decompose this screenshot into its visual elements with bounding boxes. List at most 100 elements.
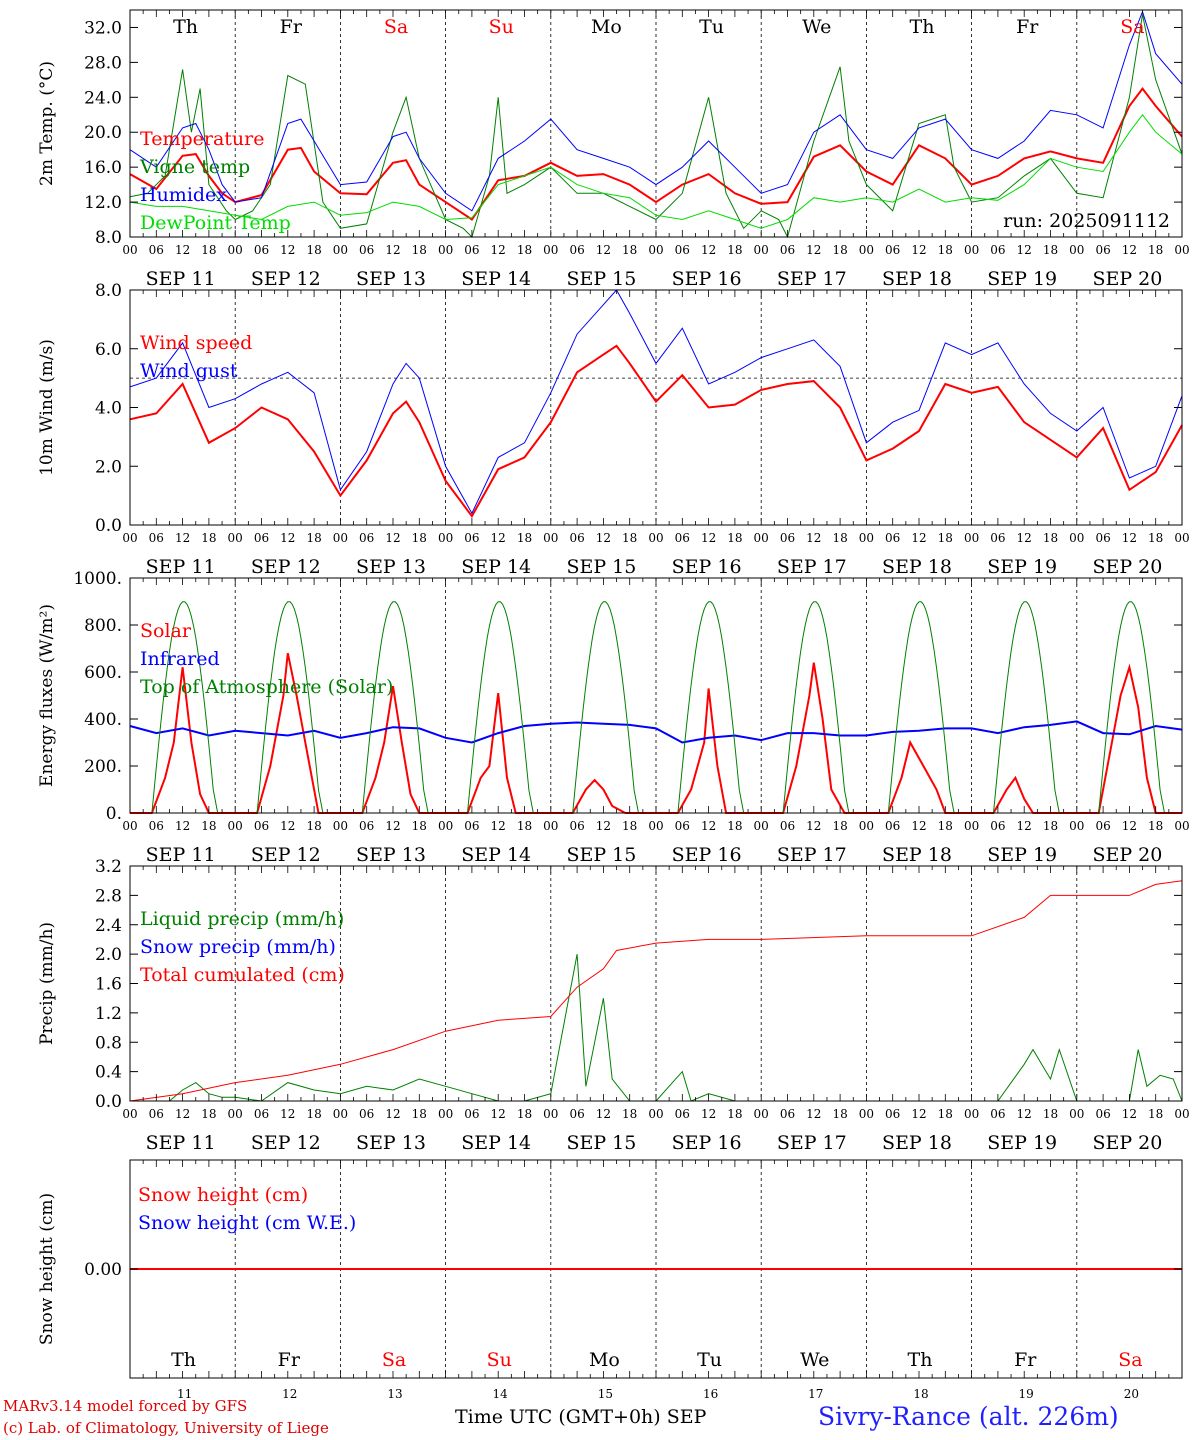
y-axis-title: Precip (mm/h) xyxy=(37,922,57,1045)
hour-tick-label: 12 xyxy=(491,243,506,257)
hour-tick-label: 12 xyxy=(491,819,506,833)
hour-tick-label: 06 xyxy=(149,243,164,257)
y-tick-label: 2.4 xyxy=(95,916,122,936)
series-line-infrared xyxy=(129,720,1183,744)
hour-tick-label: 00 xyxy=(543,819,558,833)
y-tick-label: 1000. xyxy=(73,569,122,589)
hour-tick-label: 12 xyxy=(1017,531,1032,545)
date-label: SEP 18 xyxy=(882,844,952,866)
y-tick-label: 0.8 xyxy=(95,1033,122,1053)
hour-tick-label: 00 xyxy=(648,1107,663,1121)
series-line-humidex xyxy=(129,10,1183,212)
legend-entry: Temperature xyxy=(140,128,264,150)
hour-tick-label: 00 xyxy=(228,243,243,257)
hour-tick-label: 06 xyxy=(149,1107,164,1121)
date-label: SEP 14 xyxy=(461,844,531,866)
hour-tick-label: 06 xyxy=(885,819,900,833)
hour-tick-label: 18 xyxy=(622,531,637,545)
hour-tick-label: 00 xyxy=(438,819,453,833)
hour-tick-label: 18 xyxy=(201,819,216,833)
hour-tick-label: 18 xyxy=(1043,243,1058,257)
y-tick-label: 0.4 xyxy=(95,1063,122,1083)
hour-tick-label: 00 xyxy=(754,1107,769,1121)
y-tick-label: 0.0 xyxy=(95,1092,122,1112)
y-tick-label: 8.0 xyxy=(95,281,122,301)
y-tick-label: 24.0 xyxy=(84,88,122,108)
hour-tick-label: 00 xyxy=(754,243,769,257)
hour-tick-label: 00 xyxy=(859,531,874,545)
hour-tick-label: 12 xyxy=(1122,1107,1137,1121)
date-label: SEP 12 xyxy=(251,556,321,578)
hour-tick-label: 18 xyxy=(727,819,742,833)
hour-tick-label: 00 xyxy=(438,1107,453,1121)
hour-tick-label: 12 xyxy=(280,1107,295,1121)
hour-tick-label: 18 xyxy=(1148,1107,1163,1121)
hour-tick-label: 06 xyxy=(1095,819,1110,833)
hour-tick-label: 00 xyxy=(1174,819,1189,833)
hour-tick-label: 12 xyxy=(701,243,716,257)
hour-tick-label: 12 xyxy=(491,531,506,545)
panel-snow: 0.00 Snow height (cm) Th 11 Fr 12 Sa 13 Su 14 Mo 15… xyxy=(37,1159,1183,1401)
hour-tick-label: 12 xyxy=(280,819,295,833)
y-axis-title: Energy fluxes (W/m²) xyxy=(37,604,57,787)
hour-tick-label: 12 xyxy=(175,1107,190,1121)
hour-tick-label: 06 xyxy=(885,1107,900,1121)
y-tick-label: 1.2 xyxy=(95,1004,122,1024)
hour-tick-label: 12 xyxy=(280,243,295,257)
legend-entry: Wind gust xyxy=(140,360,238,382)
hour-tick-label: 06 xyxy=(675,531,690,545)
day-number-label: 15 xyxy=(598,1387,613,1401)
legend-entry: Top of Atmosphere (Solar) xyxy=(140,676,393,698)
hour-tick-label: 12 xyxy=(175,243,190,257)
hour-tick-label: 06 xyxy=(1095,531,1110,545)
hour-tick-label: 12 xyxy=(806,1107,821,1121)
hour-tick-label: 00 xyxy=(859,243,874,257)
day-number-label: 14 xyxy=(493,1387,509,1401)
hour-tick-label: 12 xyxy=(911,1107,926,1121)
day-abbr-label: Sa xyxy=(384,16,408,38)
hour-tick-label: 06 xyxy=(464,531,479,545)
date-label: SEP 11 xyxy=(146,1132,216,1154)
hour-tick-label: 06 xyxy=(990,531,1005,545)
day-abbr-label: Tu xyxy=(699,16,724,38)
day-abbr-label: We xyxy=(800,1349,829,1371)
hour-tick-label: 00 xyxy=(1069,1107,1084,1121)
day-abbr-label: Mo xyxy=(589,1349,620,1371)
hour-tick-label: 06 xyxy=(780,531,795,545)
hour-tick-label: 06 xyxy=(254,531,269,545)
day-number-label: 16 xyxy=(703,1387,718,1401)
hour-tick-label: 12 xyxy=(491,1107,506,1121)
day-abbr-label: Tu xyxy=(697,1349,722,1371)
hour-tick-label: 18 xyxy=(622,819,637,833)
hour-tick-label: 18 xyxy=(832,1107,847,1121)
date-label: SEP 13 xyxy=(356,1132,426,1154)
hour-tick-label: 12 xyxy=(385,243,400,257)
hour-tick-label: 12 xyxy=(911,243,926,257)
hour-tick-label: 06 xyxy=(254,243,269,257)
date-label: SEP 14 xyxy=(461,268,531,290)
legend-entry: DewPoint Temp xyxy=(140,212,291,234)
hour-tick-label: 06 xyxy=(780,243,795,257)
legend-entry: Liquid precip (mm/h) xyxy=(140,908,344,930)
hour-tick-label: 00 xyxy=(122,1107,137,1121)
hour-tick-label: 12 xyxy=(806,243,821,257)
hour-tick-label: 18 xyxy=(1043,1107,1058,1121)
y-tick-label: 4.0 xyxy=(95,399,122,419)
hour-tick-label: 18 xyxy=(517,819,532,833)
date-label: SEP 19 xyxy=(987,1132,1057,1154)
hour-tick-label: 18 xyxy=(727,243,742,257)
day-number-label: 12 xyxy=(282,1387,297,1401)
hour-tick-label: 00 xyxy=(543,1107,558,1121)
y-tick-label: 20.0 xyxy=(84,123,122,143)
model-credit: MARv3.14 model forced by GFS xyxy=(3,1397,248,1415)
legend-entry: Solar xyxy=(140,620,192,642)
legend-entry: Vigne temp xyxy=(139,156,250,178)
date-label: SEP 18 xyxy=(882,268,952,290)
date-label: SEP 13 xyxy=(356,268,426,290)
date-label: SEP 13 xyxy=(356,556,426,578)
hour-tick-label: 00 xyxy=(754,531,769,545)
day-abbr-label: Th xyxy=(908,1349,933,1371)
y-tick-label: 2.0 xyxy=(95,945,122,965)
hour-tick-label: 00 xyxy=(228,1107,243,1121)
